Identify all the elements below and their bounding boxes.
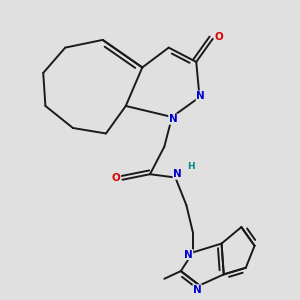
Text: N: N: [193, 285, 202, 295]
Text: N: N: [196, 91, 205, 101]
Text: N: N: [184, 250, 193, 260]
Text: O: O: [215, 32, 224, 42]
Text: H: H: [187, 162, 194, 171]
Text: N: N: [173, 169, 182, 179]
Text: N: N: [169, 114, 178, 124]
Text: O: O: [112, 172, 120, 182]
